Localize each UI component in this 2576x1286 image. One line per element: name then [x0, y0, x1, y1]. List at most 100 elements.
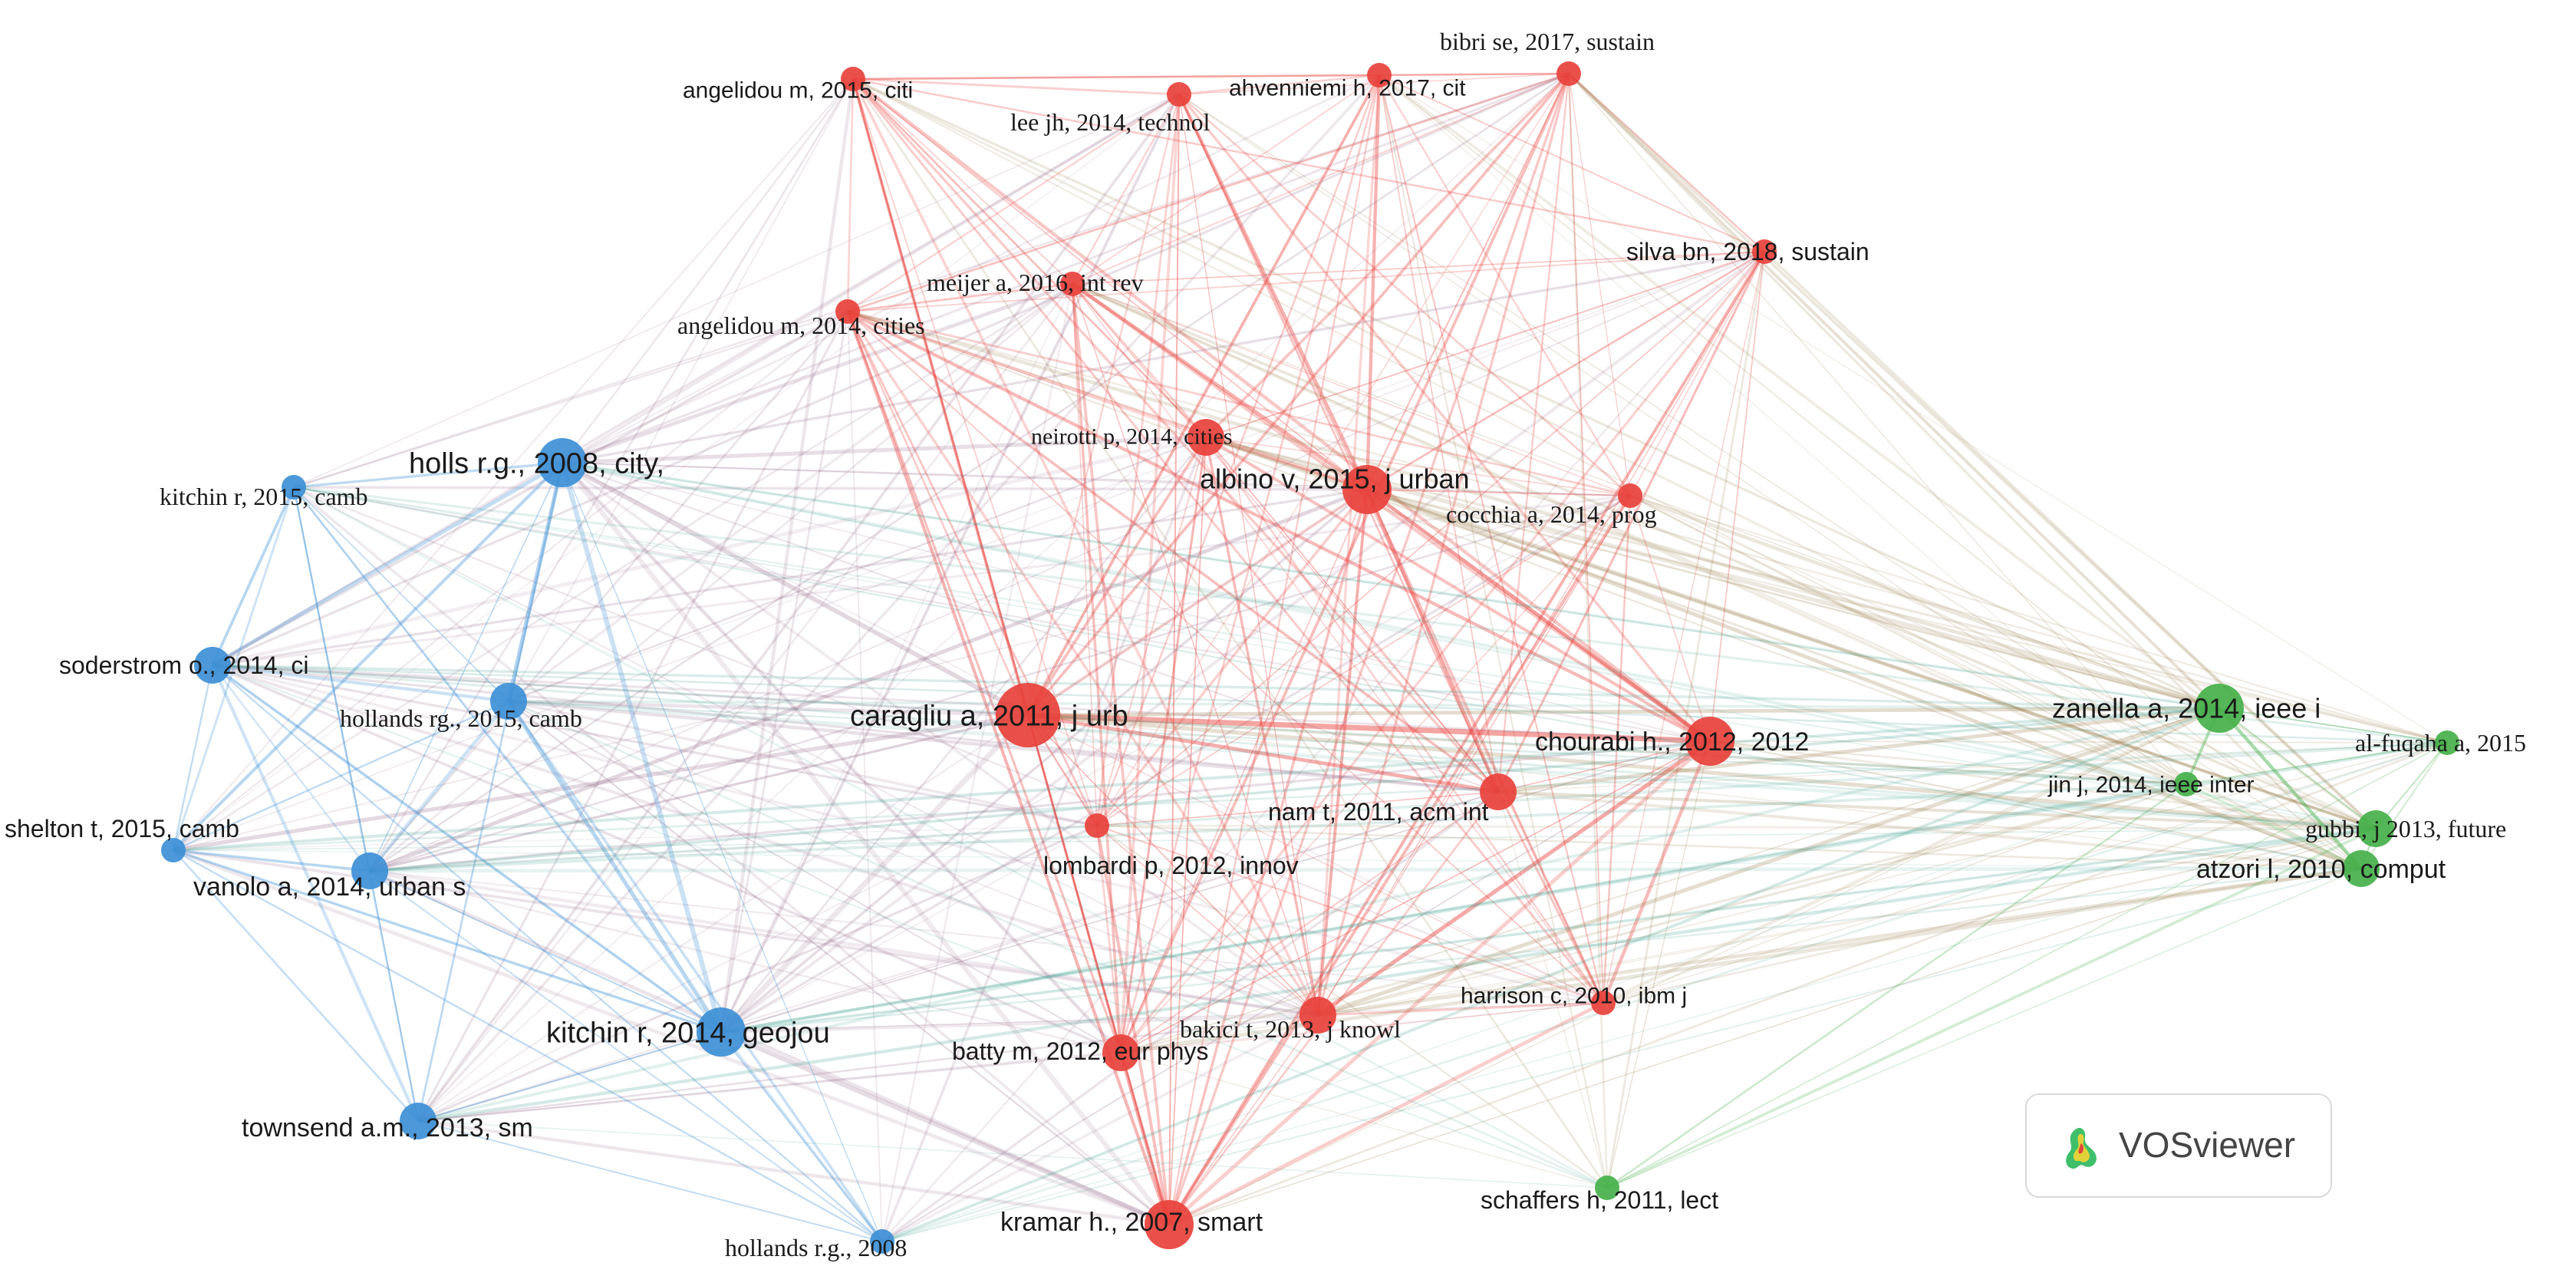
node-label-harrison2010: harrison c, 2010, ibm j	[1461, 984, 1687, 1009]
link-holls2008-townsend2013	[417, 462, 564, 1122]
node-jin2014[interactable]	[2174, 772, 2199, 796]
link-angelidou2015-kramar2007	[852, 78, 1170, 1225]
link-shelton2015-kitchin2014	[173, 849, 722, 1034]
node-cocchia2014[interactable]	[1618, 483, 1642, 508]
link-bibri2017-batty2012	[1119, 73, 1570, 1054]
link-silva2018-vanolo2014	[369, 251, 1765, 872]
link-kitchin2015-hollands2008	[293, 486, 883, 1242]
link-angelidou2014-chourabi2012	[847, 310, 1711, 743]
node-angelidou2015[interactable]	[841, 67, 865, 91]
link-nam2011-townsend2013	[417, 790, 1499, 1123]
node-hollands2008[interactable]	[870, 1229, 894, 1254]
link-bibri2017-holls2008	[562, 72, 1570, 464]
link-chourabi2012-holls2008	[562, 462, 1711, 742]
node-bakici2013[interactable]	[1300, 997, 1336, 1034]
link-harrison2010-kitchin2014	[720, 1002, 1604, 1033]
node-kitchin2015[interactable]	[282, 475, 306, 500]
link-bibri2017-caragliu2011	[1026, 72, 1570, 717]
link-harrison2010-kitchin2015	[293, 486, 1604, 1004]
node-neirotti2014[interactable]	[1188, 419, 1224, 456]
link-soderstrom2014-alfuqaha2015	[212, 664, 2448, 744]
node-soderstrom2014[interactable]	[194, 647, 231, 684]
link-vanolo2014-zanella2014	[369, 707, 2220, 872]
node-harrison2010[interactable]	[1591, 991, 1616, 1015]
node-alfuqaha2015[interactable]	[2435, 730, 2459, 755]
node-atzori2010[interactable]	[2343, 850, 2380, 887]
link-angelidou2014-bakici2013	[846, 311, 1319, 1016]
link-hollands2008-zanella2014	[881, 707, 2220, 1243]
node-silva2018[interactable]	[1752, 239, 1777, 264]
link-angelidou2014-cocchia2014	[847, 310, 1631, 497]
node-label-kitchin2014: kitchin r, 2014, geojou	[546, 1017, 830, 1049]
node-label-soderstrom2014: soderstrom o., 2014, ci	[59, 651, 308, 679]
link-holls2008-zanella2014	[562, 461, 2220, 710]
link-batty2012-kramar2007	[1118, 1052, 1171, 1225]
node-lombardi2012[interactable]	[1085, 813, 1109, 838]
node-meijer2016[interactable]	[1060, 272, 1085, 296]
link-angelidou2014-hollands2008	[847, 311, 883, 1242]
node-albino2015[interactable]	[1342, 465, 1392, 514]
link-kramar2007-gubbi2013	[1168, 828, 2377, 1225]
node-angelidou2014[interactable]	[835, 299, 860, 324]
link-neirotti2014-nam2011	[1205, 437, 1499, 793]
link-chourabi2012-harrison2010	[1601, 740, 1712, 1004]
node-label-ahvenniemi2017: ahvenniemi h, 2017, cit	[1229, 76, 1466, 101]
link-cocchia2014-chourabi2012	[1629, 495, 1711, 742]
link-albino2015-gubbi2013	[1366, 488, 2377, 830]
link-cocchia2014-townsend2013	[417, 495, 1631, 1122]
link-ahvenniemi2017-batty2012	[1119, 74, 1381, 1054]
link-silva2018-cocchia2014	[1629, 251, 1765, 496]
link-kitchin2014-alfuqaha2015	[720, 740, 2448, 1034]
node-townsend2013[interactable]	[400, 1103, 436, 1139]
link-cocchia2014-gubbi2013	[1629, 495, 2377, 829]
node-kitchin2014[interactable]	[697, 1007, 746, 1057]
node-nam2011[interactable]	[1480, 773, 1517, 810]
link-silva2018-hollands2008	[881, 251, 1765, 1242]
link-chourabi2012-vanolo2014	[369, 740, 1711, 872]
link-bibri2017-zanella2014	[1567, 72, 2221, 710]
node-vanolo2014[interactable]	[351, 852, 388, 889]
link-jin2014-atzori2010	[2186, 783, 2362, 870]
link-bakici2013-hollands2015	[508, 701, 1319, 1016]
link-kitchin2014-hollands2008	[720, 1030, 884, 1243]
link-kitchin2015-townsend2013	[292, 486, 420, 1122]
node-batty2012[interactable]	[1102, 1034, 1139, 1071]
link-kitchin2015-atzori2010	[293, 486, 2362, 870]
link-atzori2010-schaffers2011	[1606, 868, 2362, 1189]
link-ahvenniemi2017-jin2014	[1379, 74, 2187, 785]
node-label-meijer2016: meijer a, 2016, int rev	[927, 269, 1144, 296]
node-lee2014[interactable]	[1167, 82, 1191, 107]
link-lombardi2012-kitchin2014	[720, 825, 1098, 1033]
link-ahvenniemi2017-lombardi2012	[1095, 74, 1381, 826]
node-label-neirotti2014: neirotti p, 2014, cities	[1031, 424, 1232, 450]
link-cocchia2014-bakici2013	[1317, 495, 1631, 1016]
node-ahvenniemi2017[interactable]	[1367, 63, 1392, 87]
link-bibri2017-albino2015	[1366, 73, 1570, 490]
link-angelidou2015-zanella2014	[852, 77, 2220, 710]
link-albino2015-soderstrom2014	[212, 488, 1368, 667]
node-gubbi2013[interactable]	[2357, 810, 2394, 847]
node-label-atzori2010: atzori l, 2010, comput	[2196, 855, 2446, 884]
link-meijer2016-townsend2013	[417, 283, 1073, 1122]
link-chourabi2012-nam2011	[1497, 740, 1711, 793]
link-holls2008-kitchin2014	[559, 462, 724, 1033]
node-caragliu2011[interactable]	[996, 683, 1060, 747]
link-bibri2017-nam2011	[1497, 73, 1570, 793]
node-chourabi2012[interactable]	[1685, 717, 1734, 766]
node-zanella2014[interactable]	[2195, 684, 2244, 733]
node-shelton2015[interactable]	[161, 838, 186, 862]
node-schaffers2011[interactable]	[1595, 1176, 1619, 1200]
link-bibri2017-soderstrom2014	[212, 72, 1570, 667]
node-holls2008[interactable]	[538, 438, 587, 487]
link-bibri2017-silva2018	[1568, 73, 1765, 252]
link-townsend2013-schaffers2011	[417, 1120, 1608, 1189]
link-kitchin2015-soderstrom2014	[211, 486, 295, 666]
node-hollands2015[interactable]	[490, 683, 527, 720]
link-bibri2017-kitchin2015	[293, 72, 1570, 489]
link-meijer2016-vanolo2014	[369, 282, 1073, 872]
link-vanolo2014-alfuqaha2015	[369, 741, 2448, 872]
node-bibri2017[interactable]	[1556, 61, 1581, 86]
link-meijer2016-hollands2015	[507, 282, 1074, 703]
node-kramar2007[interactable]	[1145, 1200, 1194, 1249]
